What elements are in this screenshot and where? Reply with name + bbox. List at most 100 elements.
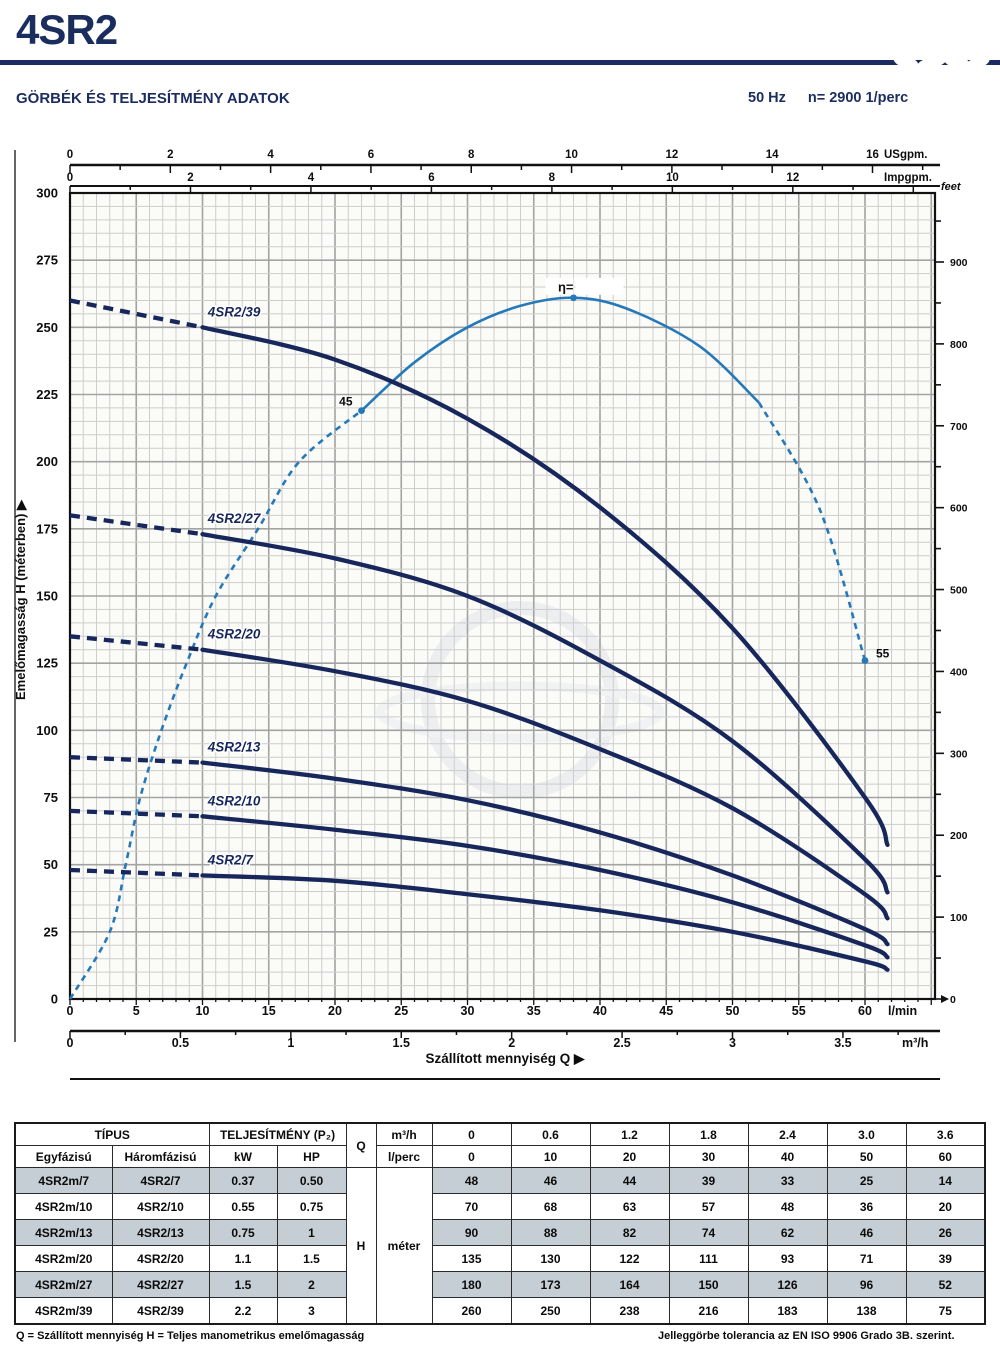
svg-text:10: 10 bbox=[565, 149, 578, 161]
egyfazisu-header: Egyfázisú bbox=[14, 1145, 113, 1168]
head-value: 126 bbox=[747, 1271, 828, 1298]
svg-text:60: 60 bbox=[858, 1004, 872, 1018]
svg-text:0: 0 bbox=[67, 149, 73, 161]
head-value: 138 bbox=[826, 1297, 907, 1325]
svg-text:m³/h: m³/h bbox=[902, 1036, 928, 1050]
table-row: 4SR2m/10 4SR2/10 0.55 0.75 70 68 63 57 4… bbox=[14, 1193, 986, 1220]
head-value: 36 bbox=[826, 1193, 907, 1220]
svg-text:3.5: 3.5 bbox=[834, 1036, 851, 1050]
svg-text:Impgpm.: Impgpm. bbox=[884, 172, 932, 184]
svg-text:800: 800 bbox=[950, 339, 968, 351]
speed-label: n= 2900 1/perc bbox=[807, 90, 909, 106]
svg-text:12: 12 bbox=[786, 172, 799, 184]
svg-text:275: 275 bbox=[36, 253, 58, 268]
q-m3h-value: 3.0 bbox=[826, 1122, 907, 1146]
head-value: 25 bbox=[826, 1167, 907, 1194]
power-kw: 0.75 bbox=[208, 1219, 278, 1246]
q-lperc-value: 60 bbox=[905, 1145, 986, 1168]
haromfazisu-header: Háromfázisú bbox=[111, 1145, 210, 1168]
svg-text:USgpm.: USgpm. bbox=[884, 149, 927, 161]
svg-text:900: 900 bbox=[950, 257, 968, 269]
head-value: 135 bbox=[431, 1245, 512, 1272]
svg-text:250: 250 bbox=[36, 320, 58, 335]
svg-text:Emelőmagasság H (méterben) ▶: Emelőmagasság H (méterben) ▶ bbox=[13, 499, 28, 700]
meter-label: méter bbox=[375, 1167, 433, 1325]
svg-text:150: 150 bbox=[36, 588, 58, 603]
lperc-header: l/perc bbox=[375, 1145, 433, 1168]
head-value: 39 bbox=[668, 1167, 749, 1194]
svg-text:100: 100 bbox=[950, 912, 968, 924]
head-value: 122 bbox=[589, 1245, 670, 1272]
q-lperc-value: 20 bbox=[589, 1145, 670, 1168]
head-value: 48 bbox=[747, 1193, 828, 1220]
q-m3h-value: 1.8 bbox=[668, 1122, 749, 1146]
power-kw: 1.1 bbox=[208, 1245, 278, 1272]
svg-text:2: 2 bbox=[508, 1036, 515, 1050]
three-phase-model: 4SR2/20 bbox=[111, 1245, 210, 1272]
frequency-speed: 50 Hz n= 2900 1/perc bbox=[748, 90, 908, 106]
svg-text:2: 2 bbox=[187, 172, 193, 184]
head-value: 183 bbox=[747, 1297, 828, 1325]
svg-text:50: 50 bbox=[726, 1004, 740, 1018]
q-m3h-value: 3.6 bbox=[905, 1122, 986, 1146]
three-phase-model: 4SR2/13 bbox=[111, 1219, 210, 1246]
head-value: 70 bbox=[431, 1193, 512, 1220]
h-label: H bbox=[345, 1167, 377, 1325]
head-value: 164 bbox=[589, 1271, 670, 1298]
table-row: 4SR2m/39 4SR2/39 2.2 3 260 250 238 216 1… bbox=[14, 1297, 986, 1325]
power-kw: 0.37 bbox=[208, 1167, 278, 1194]
head-value: 39 bbox=[905, 1245, 986, 1272]
head-value: 260 bbox=[431, 1297, 512, 1325]
header-rule bbox=[0, 60, 1000, 65]
head-value: 68 bbox=[510, 1193, 591, 1220]
m3h-header: m³/h bbox=[375, 1122, 433, 1146]
single-phase-model: 4SR2m/7 bbox=[14, 1167, 113, 1194]
svg-text:30: 30 bbox=[461, 1004, 475, 1018]
three-phase-model: 4SR2/7 bbox=[111, 1167, 210, 1194]
svg-text:55: 55 bbox=[792, 1004, 806, 1018]
power-hp: 1 bbox=[276, 1219, 347, 1246]
page-title: 4SR2 bbox=[16, 6, 118, 53]
head-value: 74 bbox=[668, 1219, 749, 1246]
head-value: 216 bbox=[668, 1297, 749, 1325]
svg-text:50: 50 bbox=[44, 857, 58, 872]
head-value: 20 bbox=[905, 1193, 986, 1220]
svg-text:0: 0 bbox=[67, 172, 73, 184]
single-phase-model: 4SR2m/27 bbox=[14, 1271, 113, 1298]
flower-watermark bbox=[964, 53, 992, 72]
power-kw: 2.2 bbox=[208, 1297, 278, 1325]
three-phase-model: 4SR2/27 bbox=[111, 1271, 210, 1298]
svg-text:25: 25 bbox=[394, 1004, 408, 1018]
svg-text:45: 45 bbox=[339, 395, 353, 409]
power-hp: 3 bbox=[276, 1297, 347, 1325]
head-value: 44 bbox=[589, 1167, 670, 1194]
svg-text:l/min: l/min bbox=[888, 1004, 917, 1018]
three-phase-model: 4SR2/39 bbox=[111, 1297, 210, 1325]
head-value: 46 bbox=[510, 1167, 591, 1194]
q-m3h-value: 1.2 bbox=[589, 1122, 670, 1146]
flower-watermark bbox=[916, 53, 948, 72]
svg-text:25: 25 bbox=[44, 924, 58, 939]
single-phase-model: 4SR2m/20 bbox=[14, 1245, 113, 1272]
svg-text:0: 0 bbox=[67, 1036, 74, 1050]
svg-text:6: 6 bbox=[428, 172, 434, 184]
q-lperc-value: 40 bbox=[747, 1145, 828, 1168]
svg-text:400: 400 bbox=[950, 666, 968, 678]
svg-text:200: 200 bbox=[950, 830, 968, 842]
svg-text:8: 8 bbox=[468, 149, 475, 161]
q-lperc-value: 0 bbox=[431, 1145, 512, 1168]
head-value: 33 bbox=[747, 1167, 828, 1194]
head-value: 52 bbox=[905, 1271, 986, 1298]
svg-text:300: 300 bbox=[950, 748, 968, 760]
svg-text:45: 45 bbox=[659, 1004, 673, 1018]
flower-watermark bbox=[891, 52, 921, 72]
head-value: 180 bbox=[431, 1271, 512, 1298]
performance-table: TÍPUS TELJESÍTMÉNY (P₂) Q m³/h 0 0.6 1.2… bbox=[14, 1122, 986, 1325]
power-hp: 0.50 bbox=[276, 1167, 347, 1194]
head-value: 63 bbox=[589, 1193, 670, 1220]
table-row: 4SR2m/27 4SR2/27 1.5 2 180 173 164 150 1… bbox=[14, 1271, 986, 1298]
frequency-label: 50 Hz bbox=[748, 90, 786, 106]
footnote-tolerance: Jelleggörbe tolerancia az EN ISO 9906 Gr… bbox=[658, 1330, 955, 1342]
head-value: 150 bbox=[668, 1271, 749, 1298]
svg-text:15: 15 bbox=[262, 1004, 276, 1018]
